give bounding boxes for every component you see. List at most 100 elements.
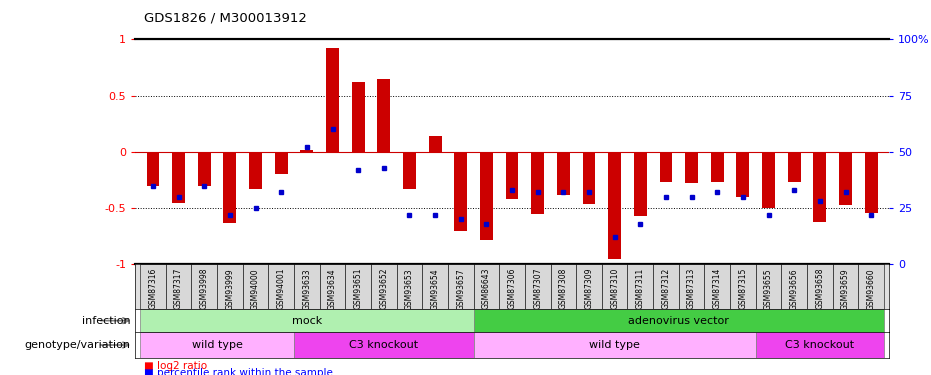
Bar	[345, 264, 371, 309]
Text: GDS1826 / M300013912: GDS1826 / M300013912	[144, 11, 307, 24]
Text: infection: infection	[82, 316, 130, 326]
Text: GSM93654: GSM93654	[431, 268, 439, 310]
Bar	[319, 264, 345, 309]
Text: GSM87315: GSM87315	[738, 268, 748, 309]
Bar	[576, 264, 601, 309]
Bar	[294, 264, 319, 309]
Text: GSM93652: GSM93652	[379, 268, 388, 309]
Text: GSM93660: GSM93660	[867, 268, 876, 310]
Text: GSM87313: GSM87313	[687, 268, 696, 309]
Bar	[839, 152, 852, 205]
Text: ■ log2 ratio: ■ log2 ratio	[144, 361, 208, 370]
Bar	[788, 152, 801, 182]
Text: wild type: wild type	[192, 340, 242, 350]
Text: GSM87312: GSM87312	[661, 268, 670, 309]
Text: GSM93655: GSM93655	[764, 268, 773, 310]
Text: GSM87316: GSM87316	[148, 268, 157, 309]
Text: GSM86643: GSM86643	[482, 268, 491, 309]
Bar	[480, 152, 492, 240]
Bar	[705, 264, 730, 309]
Text: GSM93658: GSM93658	[816, 268, 824, 309]
Bar	[352, 82, 365, 152]
Text: GSM93657: GSM93657	[456, 268, 466, 310]
Text: GSM93651: GSM93651	[354, 268, 363, 309]
Bar	[634, 152, 647, 216]
Bar	[474, 264, 499, 309]
Bar	[858, 264, 884, 309]
Bar	[217, 264, 243, 309]
Text: GSM87311: GSM87311	[636, 268, 645, 309]
Bar	[146, 152, 159, 186]
Bar	[679, 264, 705, 309]
Bar	[756, 264, 781, 309]
Bar	[525, 264, 550, 309]
Bar	[454, 152, 467, 231]
Bar	[730, 264, 756, 309]
Bar	[301, 150, 313, 152]
Bar	[474, 309, 884, 332]
Text: GSM87308: GSM87308	[559, 268, 568, 309]
Text: wild type: wild type	[589, 340, 641, 350]
Bar	[198, 152, 210, 186]
Bar	[275, 152, 288, 174]
Bar	[865, 152, 878, 213]
Text: GSM93999: GSM93999	[225, 268, 235, 310]
Bar	[557, 152, 570, 195]
Bar	[371, 264, 397, 309]
Bar	[550, 264, 576, 309]
Text: GSM87307: GSM87307	[533, 268, 542, 309]
Text: GSM87317: GSM87317	[174, 268, 183, 309]
Bar	[736, 152, 749, 197]
Text: GSM87310: GSM87310	[610, 268, 619, 309]
Bar	[711, 152, 723, 182]
Bar	[583, 152, 596, 204]
Bar	[397, 264, 423, 309]
Text: GSM93659: GSM93659	[841, 268, 850, 310]
Bar	[243, 264, 268, 309]
Bar	[499, 264, 525, 309]
Bar	[532, 152, 544, 214]
Text: GSM93656: GSM93656	[789, 268, 799, 310]
Bar	[192, 264, 217, 309]
Text: GSM94000: GSM94000	[251, 268, 260, 310]
Text: C3 knockout: C3 knockout	[349, 340, 418, 350]
Bar	[807, 264, 832, 309]
Bar	[781, 264, 807, 309]
Bar	[627, 264, 654, 309]
Text: C3 knockout: C3 knockout	[785, 340, 855, 350]
Bar	[403, 152, 416, 189]
Text: GSM93998: GSM93998	[200, 268, 209, 309]
Text: GSM87306: GSM87306	[507, 268, 517, 309]
Bar	[268, 264, 294, 309]
Text: GSM87309: GSM87309	[585, 268, 593, 309]
Text: GSM93634: GSM93634	[328, 268, 337, 310]
Bar	[428, 136, 441, 152]
Text: mock: mock	[291, 316, 322, 326]
Bar	[423, 264, 448, 309]
Bar	[294, 332, 474, 358]
Bar	[326, 48, 339, 152]
Bar	[756, 332, 884, 358]
Bar	[141, 309, 474, 332]
Bar	[377, 79, 390, 152]
Bar	[654, 264, 679, 309]
Bar	[659, 152, 672, 182]
Bar	[166, 264, 192, 309]
Bar	[832, 264, 858, 309]
Bar	[506, 152, 519, 199]
Text: GSM87314: GSM87314	[713, 268, 722, 309]
Text: GSM93633: GSM93633	[303, 268, 311, 310]
Bar	[814, 152, 827, 222]
Bar	[250, 152, 262, 189]
Text: adenovirus vector: adenovirus vector	[628, 316, 729, 326]
Bar	[141, 264, 166, 309]
Text: ■ percentile rank within the sample: ■ percentile rank within the sample	[144, 368, 333, 375]
Bar	[762, 152, 775, 208]
Bar	[601, 264, 627, 309]
Bar	[223, 152, 236, 223]
Bar	[172, 152, 185, 202]
Bar	[448, 264, 474, 309]
Bar	[608, 152, 621, 259]
Bar	[474, 332, 756, 358]
Bar	[685, 152, 698, 183]
